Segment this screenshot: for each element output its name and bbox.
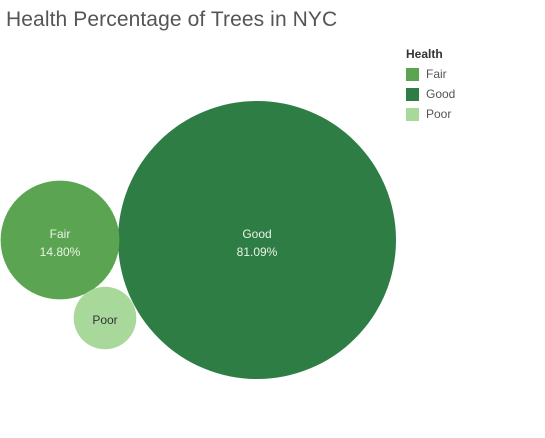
- legend-item-poor[interactable]: Poor: [406, 104, 455, 124]
- legend-label-good: Good: [426, 87, 456, 101]
- bubble-label-poor: Poor: [92, 313, 117, 327]
- bubble-circle-fair[interactable]: [0, 180, 120, 300]
- bubble-value-fair: 14.80%: [40, 245, 81, 259]
- bubble-label-fair: Fair: [50, 227, 71, 241]
- bubble-good[interactable]: Good 81.09%: [118, 101, 396, 379]
- legend[interactable]: Health Fair Good Poor: [406, 47, 455, 124]
- bubble-fair[interactable]: Fair 14.80%: [0, 180, 120, 300]
- bubble-circle-good[interactable]: [118, 101, 396, 379]
- legend-swatch-good: [406, 87, 419, 101]
- bubble-poor[interactable]: Poor: [73, 286, 137, 350]
- bubble-label-good: Good: [242, 227, 271, 241]
- bubble-circle-poor[interactable]: [73, 286, 137, 350]
- bubble-value-good: 81.09%: [237, 245, 278, 259]
- legend-label-fair: Fair: [426, 67, 447, 81]
- legend-swatch-fair: [406, 67, 419, 81]
- legend-swatch-poor: [406, 107, 419, 121]
- legend-item-fair[interactable]: Fair: [406, 64, 455, 84]
- chart-title: Health Percentage of Trees in NYC: [6, 8, 338, 31]
- legend-label-poor: Poor: [426, 107, 452, 121]
- legend-title: Health: [406, 47, 443, 61]
- legend-item-good[interactable]: Good: [406, 84, 455, 104]
